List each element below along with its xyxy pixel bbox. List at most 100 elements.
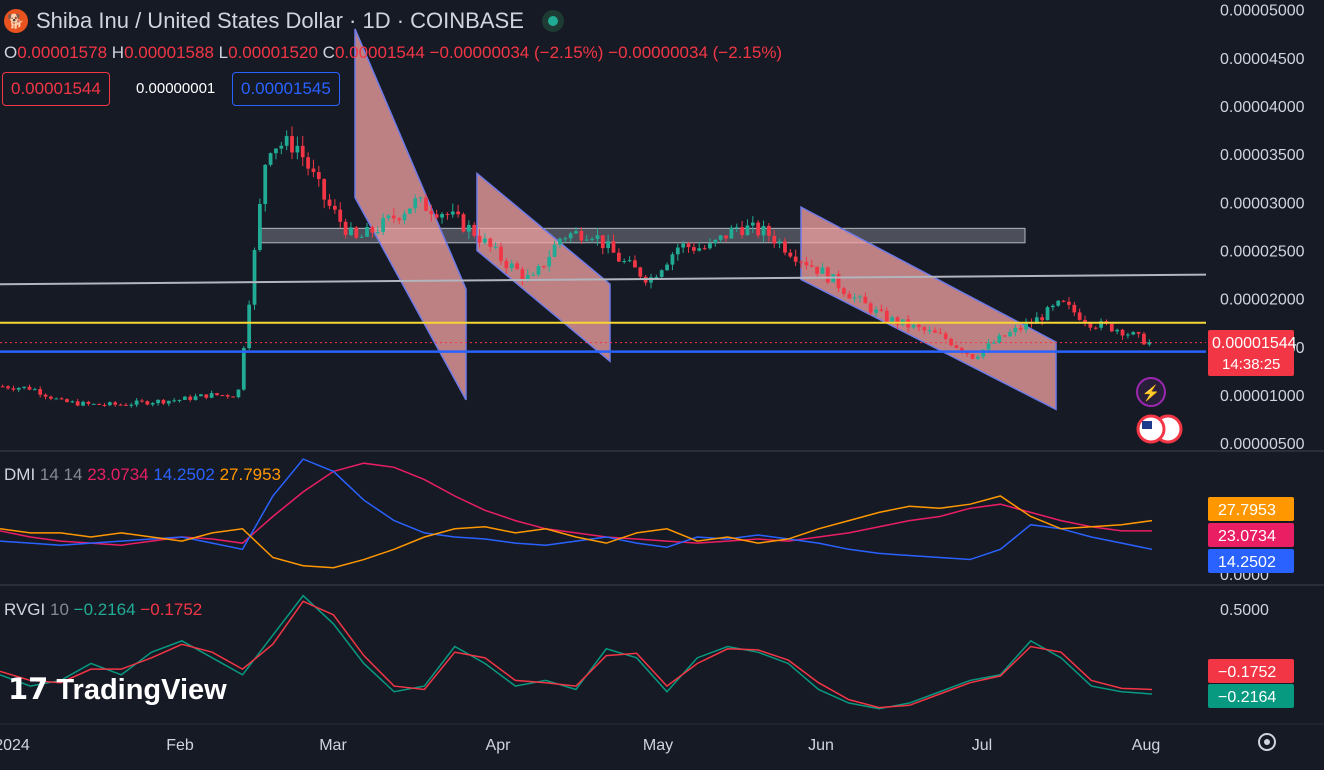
candle-body[interactable] <box>418 197 423 199</box>
candle-body[interactable] <box>665 264 669 271</box>
dmi-legend[interactable]: DMI 14 14 23.0734 14.2502 27.7953 <box>4 465 281 485</box>
candle-body[interactable] <box>681 243 686 248</box>
candle-body[interactable] <box>959 347 964 353</box>
candle-body[interactable] <box>81 401 85 406</box>
buy-button[interactable]: 0.00001545 <box>232 72 340 106</box>
sell-button[interactable]: 0.00001544 <box>2 72 110 106</box>
candle-body[interactable] <box>793 256 798 262</box>
candle-body[interactable] <box>943 333 948 339</box>
candle-body[interactable] <box>172 400 177 402</box>
candle-body[interactable] <box>708 243 712 249</box>
candle-body[interactable] <box>574 231 578 234</box>
candle-body[interactable] <box>874 309 878 313</box>
candle-body[interactable] <box>1131 332 1136 335</box>
candle-body[interactable] <box>65 399 69 403</box>
candle-body[interactable] <box>584 239 589 241</box>
market-status-icon[interactable] <box>541 10 564 32</box>
candle-body[interactable] <box>375 231 380 233</box>
candle-body[interactable] <box>863 296 868 304</box>
candle-body[interactable] <box>338 209 343 222</box>
candle-body[interactable] <box>965 352 970 355</box>
candle-body[interactable] <box>686 243 691 248</box>
candle-body[interactable] <box>156 399 160 404</box>
candle-body[interactable] <box>6 386 10 389</box>
candle-body[interactable] <box>231 396 235 398</box>
candle-body[interactable] <box>49 396 53 399</box>
candle-body[interactable] <box>783 241 787 253</box>
candle-body[interactable] <box>445 214 450 216</box>
candle-body[interactable] <box>1018 328 1023 330</box>
candle-body[interactable] <box>134 400 139 405</box>
candle-body[interactable] <box>815 266 819 274</box>
candle-body[interactable] <box>836 274 841 289</box>
candle-body[interactable] <box>981 349 986 357</box>
candle-body[interactable] <box>1002 335 1007 337</box>
candle-body[interactable] <box>1045 307 1050 321</box>
candle-body[interactable] <box>917 324 921 328</box>
candle-body[interactable] <box>483 238 487 243</box>
candle-body[interactable] <box>1142 333 1146 345</box>
candle-body[interactable] <box>204 394 209 398</box>
candle-body[interactable] <box>440 214 444 218</box>
candle-body[interactable] <box>434 214 439 218</box>
gear-icon[interactable] <box>1258 733 1276 751</box>
candle-body[interactable] <box>702 248 707 250</box>
candle-body[interactable] <box>220 395 225 397</box>
candle-body[interactable] <box>761 226 766 236</box>
candle-body[interactable] <box>91 403 96 405</box>
candle-body[interactable] <box>515 263 519 270</box>
candle-body[interactable] <box>633 260 637 268</box>
candle-body[interactable] <box>568 233 573 239</box>
candle-body[interactable] <box>370 226 375 233</box>
candle-body[interactable] <box>616 252 621 262</box>
candle-body[interactable] <box>54 398 59 400</box>
candle-body[interactable] <box>311 168 316 173</box>
candle-body[interactable] <box>1093 327 1098 329</box>
symbol-title[interactable]: Shiba Inu / United States Dollar · 1D · … <box>36 8 524 33</box>
rvgi-legend[interactable]: RVGI 10 −0.2164 −0.1752 <box>4 600 202 620</box>
candle-body[interactable] <box>247 304 252 349</box>
candle-body[interactable] <box>466 224 471 232</box>
candle-body[interactable] <box>461 214 466 232</box>
candle-body[interactable] <box>868 303 873 313</box>
candle-body[interactable] <box>1115 329 1120 332</box>
candle-body[interactable] <box>199 394 203 397</box>
candle-body[interactable] <box>1099 321 1103 328</box>
candle-body[interactable] <box>1040 317 1045 321</box>
candle-body[interactable] <box>32 389 37 391</box>
candle-body[interactable] <box>1024 323 1028 330</box>
candle-body[interactable] <box>622 261 627 263</box>
candle-body[interactable] <box>161 399 166 404</box>
candle-body[interactable] <box>1147 342 1152 345</box>
candle-body[interactable] <box>391 215 396 219</box>
candle-body[interactable] <box>322 179 327 200</box>
candle-body[interactable] <box>27 386 32 390</box>
candle-body[interactable] <box>450 211 455 215</box>
candle-body[interactable] <box>525 275 530 280</box>
candle-body[interactable] <box>504 260 509 269</box>
candle-body[interactable] <box>166 400 171 404</box>
candle-body[interactable] <box>541 266 546 268</box>
lightning-icon[interactable] <box>1136 377 1166 407</box>
candle-body[interactable] <box>225 395 230 397</box>
candle-body[interactable] <box>150 403 155 405</box>
candle-body[interactable] <box>552 244 557 257</box>
candle-body[interactable] <box>777 241 782 244</box>
candle-body[interactable] <box>59 398 64 400</box>
candle-body[interactable] <box>343 221 348 235</box>
candle-body[interactable] <box>767 226 771 236</box>
candle-body[interactable] <box>488 238 493 247</box>
candle-body[interactable] <box>182 396 187 400</box>
candle-body[interactable] <box>408 208 412 214</box>
candle-body[interactable] <box>1120 329 1125 336</box>
candle-body[interactable] <box>713 239 718 244</box>
candle-body[interactable] <box>477 235 482 243</box>
candle-body[interactable] <box>113 402 118 405</box>
candle-body[interactable] <box>102 404 107 406</box>
candle-body[interactable] <box>0 386 5 388</box>
candle-body[interactable] <box>381 218 385 232</box>
candle-body[interactable] <box>804 261 809 266</box>
candle-body[interactable] <box>606 241 611 249</box>
candle-body[interactable] <box>1034 317 1039 324</box>
candle-body[interactable] <box>659 270 664 277</box>
